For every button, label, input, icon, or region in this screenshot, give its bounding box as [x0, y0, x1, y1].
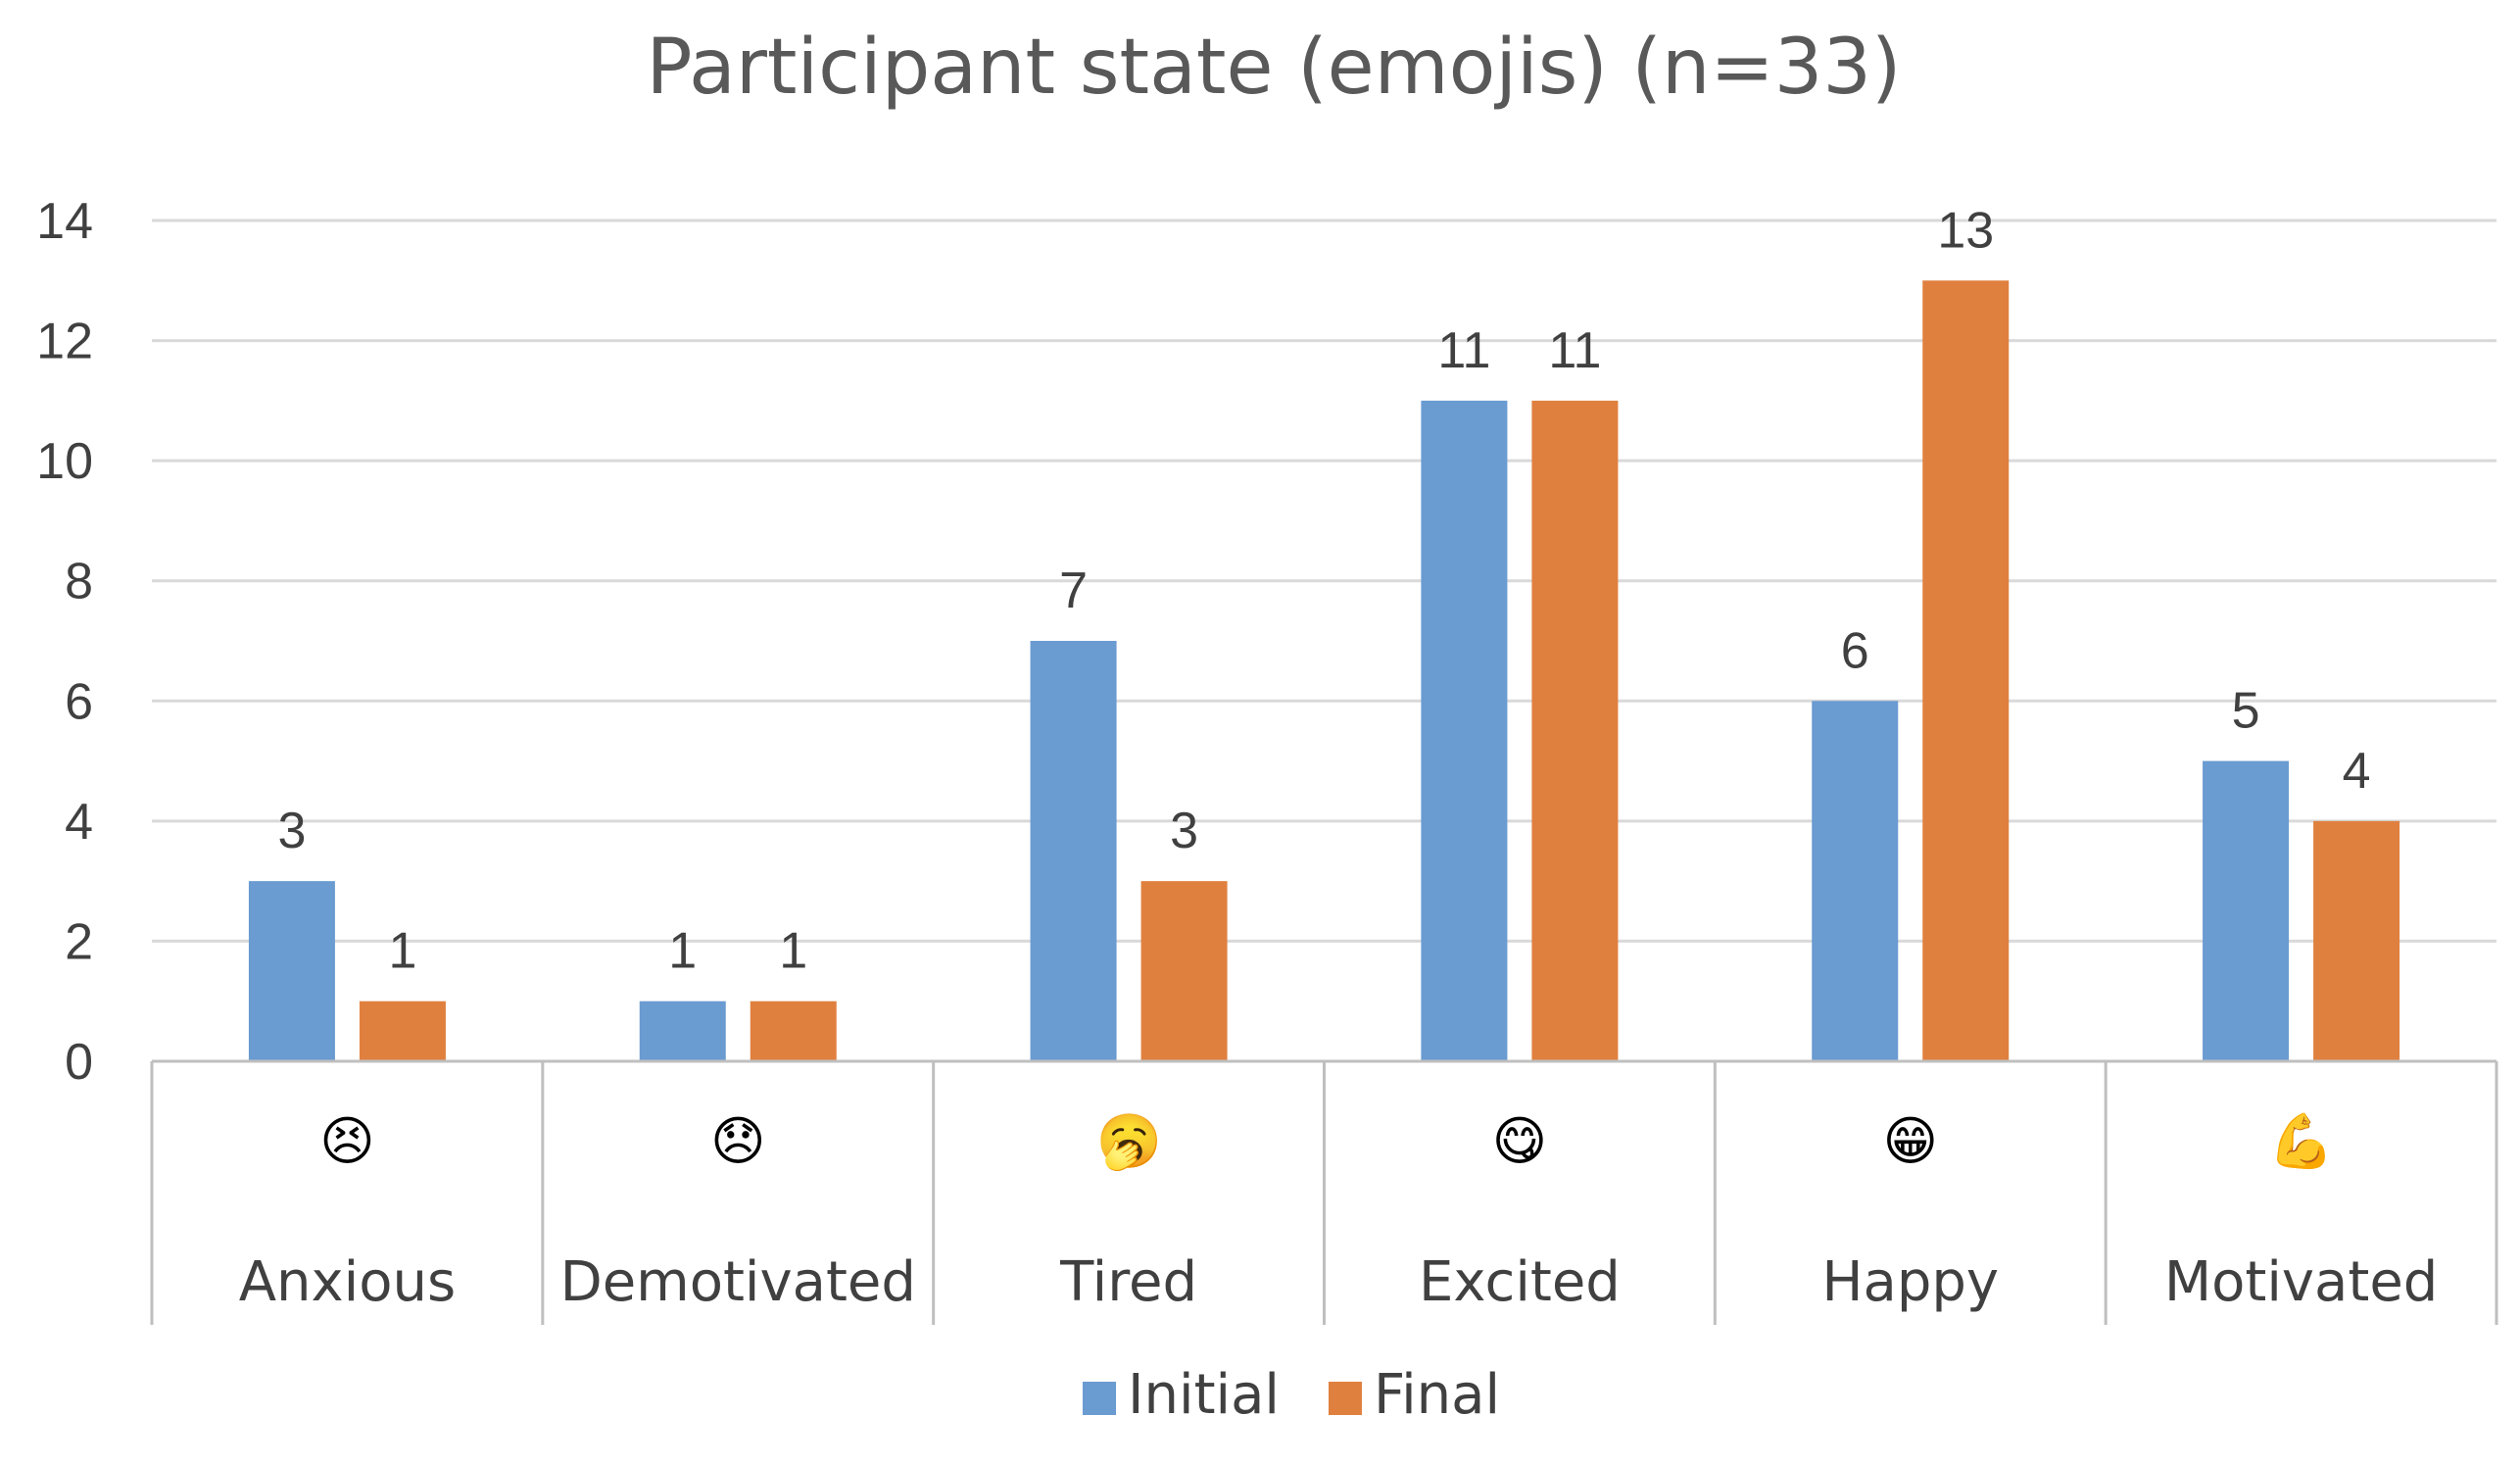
bar-initial-excited — [1421, 400, 1508, 1061]
data-label: 1 — [388, 923, 416, 980]
data-label: 6 — [1841, 622, 1869, 679]
data-label: 11 — [1548, 322, 1601, 379]
x-category-label: Demotivated — [560, 1250, 916, 1314]
data-label: 7 — [1059, 562, 1088, 619]
x-category-label: Motivated — [2164, 1250, 2439, 1314]
gridlines — [152, 219, 2496, 943]
x-axis: 😣 Anxious 😞 Demotivated 🥱 Tired 😋 Excited 😁 Happy… — [150, 1059, 2498, 1325]
bar-final-happy — [1922, 280, 2010, 1061]
x-category-label: Anxious — [239, 1250, 456, 1314]
data-label: 4 — [2343, 743, 2371, 800]
bar-final-anxious — [359, 1001, 446, 1061]
disappointed-face-icon: 😞 — [710, 1110, 765, 1172]
data-label: 1 — [779, 923, 807, 980]
data-label: 11 — [1437, 322, 1490, 379]
data-label: 3 — [277, 803, 306, 859]
legend: Initial Final — [1083, 1363, 1500, 1427]
bar-initial-happy — [1812, 701, 1899, 1061]
x-category-label: Happy — [1821, 1250, 1999, 1314]
y-tick-label: 4 — [65, 794, 93, 851]
yawning-face-icon: 🥱 — [1095, 1110, 1161, 1173]
y-tick-label: 2 — [65, 913, 93, 970]
data-label: 13 — [1937, 202, 1994, 259]
legend-label-final: Final — [1374, 1363, 1500, 1427]
data-label: 1 — [668, 923, 697, 980]
chart-title: Participant state (emojis) (n=33) — [647, 24, 1902, 112]
bar-initial-motivated — [2203, 760, 2290, 1061]
legend-label-initial: Initial — [1128, 1363, 1280, 1427]
legend-swatch-initial — [1083, 1382, 1116, 1415]
flexed-biceps-icon: 💪 — [2268, 1110, 2334, 1172]
y-tick-label: 6 — [65, 673, 93, 730]
x-category-label: Excited — [1419, 1250, 1621, 1314]
bars — [248, 280, 2400, 1061]
y-tick-label: 10 — [36, 433, 93, 490]
y-tick-label: 8 — [65, 554, 93, 610]
y-tick-label: 14 — [36, 193, 93, 250]
persevering-face-icon: 😣 — [319, 1110, 374, 1172]
savoring-food-face-icon: 😋 — [1492, 1110, 1547, 1172]
x-category-label: Tired — [1059, 1250, 1197, 1314]
bar-initial-tired — [1030, 641, 1117, 1061]
bar-final-demotivated — [750, 1001, 837, 1061]
grinning-face-icon: 😁 — [1883, 1110, 1938, 1172]
bar-final-tired — [1140, 881, 1228, 1061]
bar-initial-anxious — [248, 881, 335, 1061]
y-axis-ticks: 0 2 4 6 8 10 12 14 — [36, 193, 93, 1091]
data-label: 3 — [1170, 803, 1198, 859]
bar-final-excited — [1531, 400, 1619, 1061]
y-tick-label: 0 — [65, 1034, 93, 1091]
legend-swatch-final — [1328, 1382, 1362, 1415]
bar-final-motivated — [2313, 820, 2400, 1061]
bar-initial-demotivated — [639, 1001, 726, 1061]
data-label: 5 — [2232, 683, 2260, 740]
y-tick-label: 12 — [36, 314, 93, 370]
